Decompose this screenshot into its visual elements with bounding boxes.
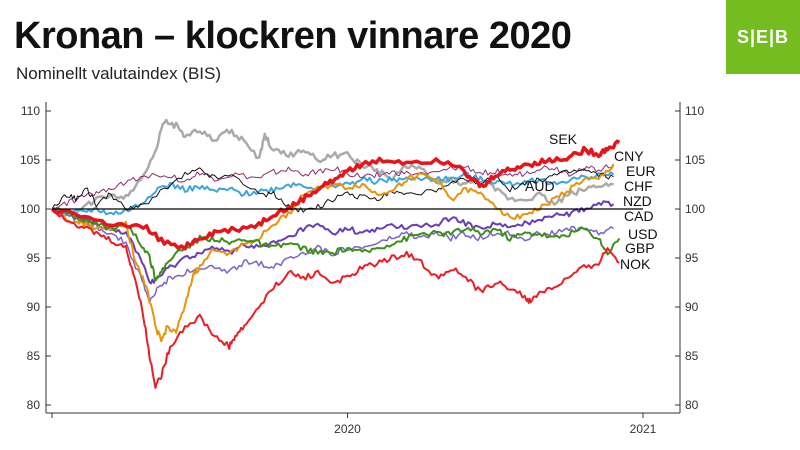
series-line-usd <box>51 206 621 282</box>
series-label-sek: SEK <box>549 131 578 147</box>
y-tick-label-left: 110 <box>21 104 40 118</box>
series-line-sek <box>50 139 621 251</box>
y-tick-label-right: 110 <box>685 104 704 118</box>
y-tick-label-right: 105 <box>685 153 705 167</box>
series-line-chf <box>51 118 614 217</box>
series-label-usd: USD <box>628 226 658 242</box>
series-label-eur: EUR <box>626 163 656 179</box>
series-label-cny: CNY <box>614 148 644 164</box>
series-label-chf: CHF <box>624 178 653 194</box>
y-tick-label-left: 85 <box>27 349 41 363</box>
series-line-eur <box>51 163 614 211</box>
y-tick-label-right: 85 <box>685 349 699 363</box>
y-tick-label-left: 100 <box>20 202 40 216</box>
series-label-nzd: NZD <box>623 193 652 209</box>
series-label-aud: AUD <box>525 178 555 194</box>
series-label-nok: NOK <box>620 256 651 272</box>
series-label-cad: CAD <box>624 208 654 224</box>
chart-title: Kronan – klockren vinnare 2020 <box>14 15 572 57</box>
seb-logo-text: S|E|B <box>736 26 790 47</box>
seb-logo: S|E|B <box>726 0 800 74</box>
series-label-gbp: GBP <box>625 240 655 256</box>
x-tick-label: 2020 <box>334 422 361 436</box>
series-line-nzd <box>51 200 615 285</box>
y-tick-label-right: 80 <box>685 398 699 412</box>
y-tick-label-left: 90 <box>27 300 41 314</box>
series-line-nok <box>51 208 620 389</box>
series-line-cny <box>51 167 614 213</box>
y-tick-label-left: 80 <box>27 398 41 412</box>
y-tick-label-right: 100 <box>685 202 705 216</box>
chart-subtitle: Nominellt valutaindex (BIS) <box>16 64 222 83</box>
series-line-aud <box>51 164 615 343</box>
y-tick-label-right: 95 <box>685 251 699 265</box>
series-line-gbp <box>51 208 614 304</box>
y-tick-label-left: 105 <box>20 153 40 167</box>
x-tick-label: 2021 <box>630 422 657 436</box>
y-tick-label-left: 95 <box>27 251 41 265</box>
y-tick-label-right: 90 <box>685 300 699 314</box>
